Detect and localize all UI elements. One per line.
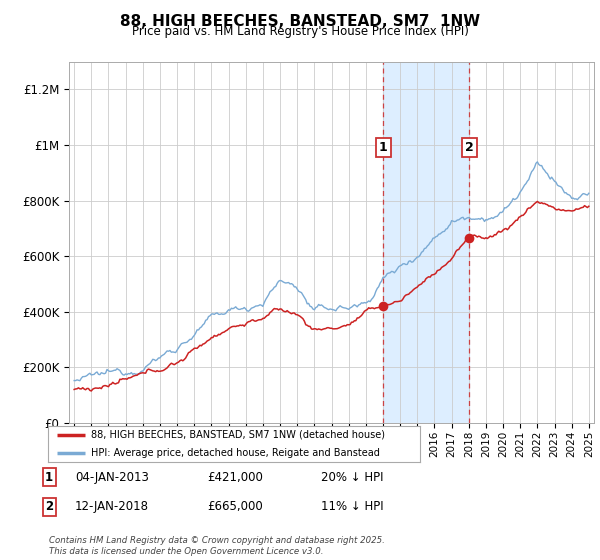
Bar xyxy=(383,62,469,423)
Text: 12-JAN-2018: 12-JAN-2018 xyxy=(75,500,149,514)
Text: 20% ↓ HPI: 20% ↓ HPI xyxy=(321,470,383,484)
Text: 88, HIGH BEECHES, BANSTEAD, SM7  1NW: 88, HIGH BEECHES, BANSTEAD, SM7 1NW xyxy=(120,14,480,29)
Text: 2: 2 xyxy=(45,500,53,514)
Text: HPI: Average price, detached house, Reigate and Banstead: HPI: Average price, detached house, Reig… xyxy=(91,448,380,458)
Text: 88, HIGH BEECHES, BANSTEAD, SM7 1NW (detached house): 88, HIGH BEECHES, BANSTEAD, SM7 1NW (det… xyxy=(91,430,385,440)
Text: £421,000: £421,000 xyxy=(207,470,263,484)
Text: Contains HM Land Registry data © Crown copyright and database right 2025.
This d: Contains HM Land Registry data © Crown c… xyxy=(49,536,385,556)
Text: 1: 1 xyxy=(45,470,53,484)
Text: 11% ↓ HPI: 11% ↓ HPI xyxy=(321,500,383,514)
Text: 04-JAN-2013: 04-JAN-2013 xyxy=(75,470,149,484)
Text: Price paid vs. HM Land Registry's House Price Index (HPI): Price paid vs. HM Land Registry's House … xyxy=(131,25,469,38)
Text: 1: 1 xyxy=(379,141,388,154)
Text: 2: 2 xyxy=(465,141,474,154)
Text: £665,000: £665,000 xyxy=(207,500,263,514)
